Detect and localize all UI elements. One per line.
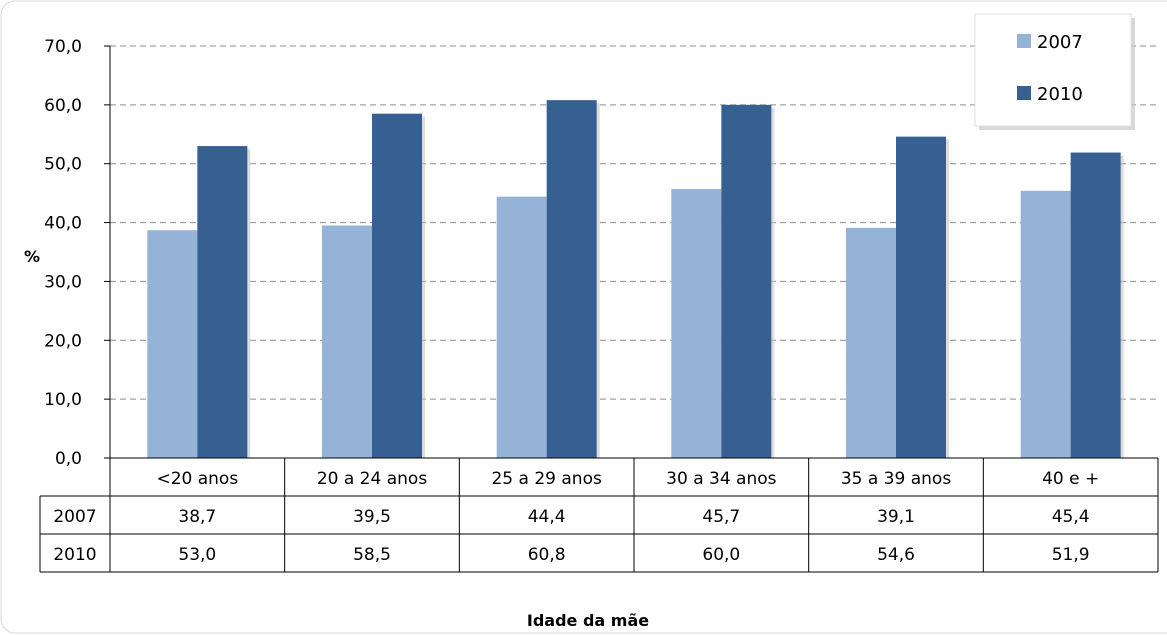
data-label: 45,7 (702, 507, 740, 527)
bar-2007-0 (147, 230, 198, 458)
y-tick-label: 40,0 (44, 214, 82, 234)
x-tick-label: 35 a 39 anos (841, 469, 951, 489)
bar-2010-2 (546, 100, 597, 459)
y-tick-label: 10,0 (44, 390, 82, 410)
x-tick-label: 30 a 34 anos (666, 469, 776, 489)
y-axis-label: % (24, 247, 40, 266)
bar-2007-2 (496, 196, 547, 458)
data-label: 60,8 (528, 545, 566, 565)
legend: 2007 2010 (974, 13, 1135, 130)
axes: 0,0 10,0 20,0 30,0 40,0 50,0 60,0 70,0 (44, 37, 111, 469)
legend-label: 2007 (1037, 32, 1083, 53)
x-tick-label: 40 e + (1042, 469, 1099, 489)
x-tick-label: 20 a 24 anos (317, 469, 427, 489)
bar-2010-0 (197, 146, 248, 459)
bar-2010-5 (1070, 152, 1121, 458)
y-tick-label: 30,0 (44, 272, 82, 292)
legend-swatch-2007 (1017, 34, 1031, 48)
data-label: 39,5 (353, 507, 391, 527)
y-tick-label: 0,0 (55, 449, 82, 469)
bars (147, 100, 1124, 459)
y-tick-label: 50,0 (44, 155, 82, 175)
data-label: 39,1 (877, 507, 915, 527)
data-label: 60,0 (702, 545, 740, 565)
bar-2007-1 (322, 225, 372, 458)
data-table: <20 anos 20 a 24 anos 25 a 29 anos 30 a 34 … (39, 457, 1159, 573)
data-label: 58,5 (353, 545, 391, 565)
x-tick-label: 25 a 29 anos (491, 469, 601, 489)
bar-2010-4 (896, 136, 946, 458)
data-label: 54,6 (877, 545, 915, 565)
data-label: 53,0 (178, 545, 216, 565)
y-tick-label: 60,0 (44, 96, 82, 116)
table-row-header: 2007 (53, 507, 96, 527)
bar-2007-3 (671, 189, 722, 458)
x-axis-label: Idade da mãe (527, 611, 649, 630)
data-label: 44,4 (528, 507, 566, 527)
bar-2007-5 (1020, 190, 1071, 458)
x-tick-label: <20 anos (156, 469, 238, 489)
y-tick-label: 70,0 (44, 37, 82, 57)
legend-box (974, 13, 1132, 127)
bar-2010-1 (372, 113, 422, 458)
data-label: 45,4 (1052, 507, 1090, 527)
data-label: 51,9 (1052, 545, 1090, 565)
data-label: 38,7 (178, 507, 216, 527)
table-row-header: 2010 (53, 545, 96, 565)
bar-2007-4 (846, 227, 896, 458)
y-tick-label: 20,0 (44, 331, 82, 351)
bar-2010-3 (721, 104, 772, 458)
legend-label: 2010 (1037, 84, 1083, 105)
legend-swatch-2010 (1017, 86, 1031, 100)
